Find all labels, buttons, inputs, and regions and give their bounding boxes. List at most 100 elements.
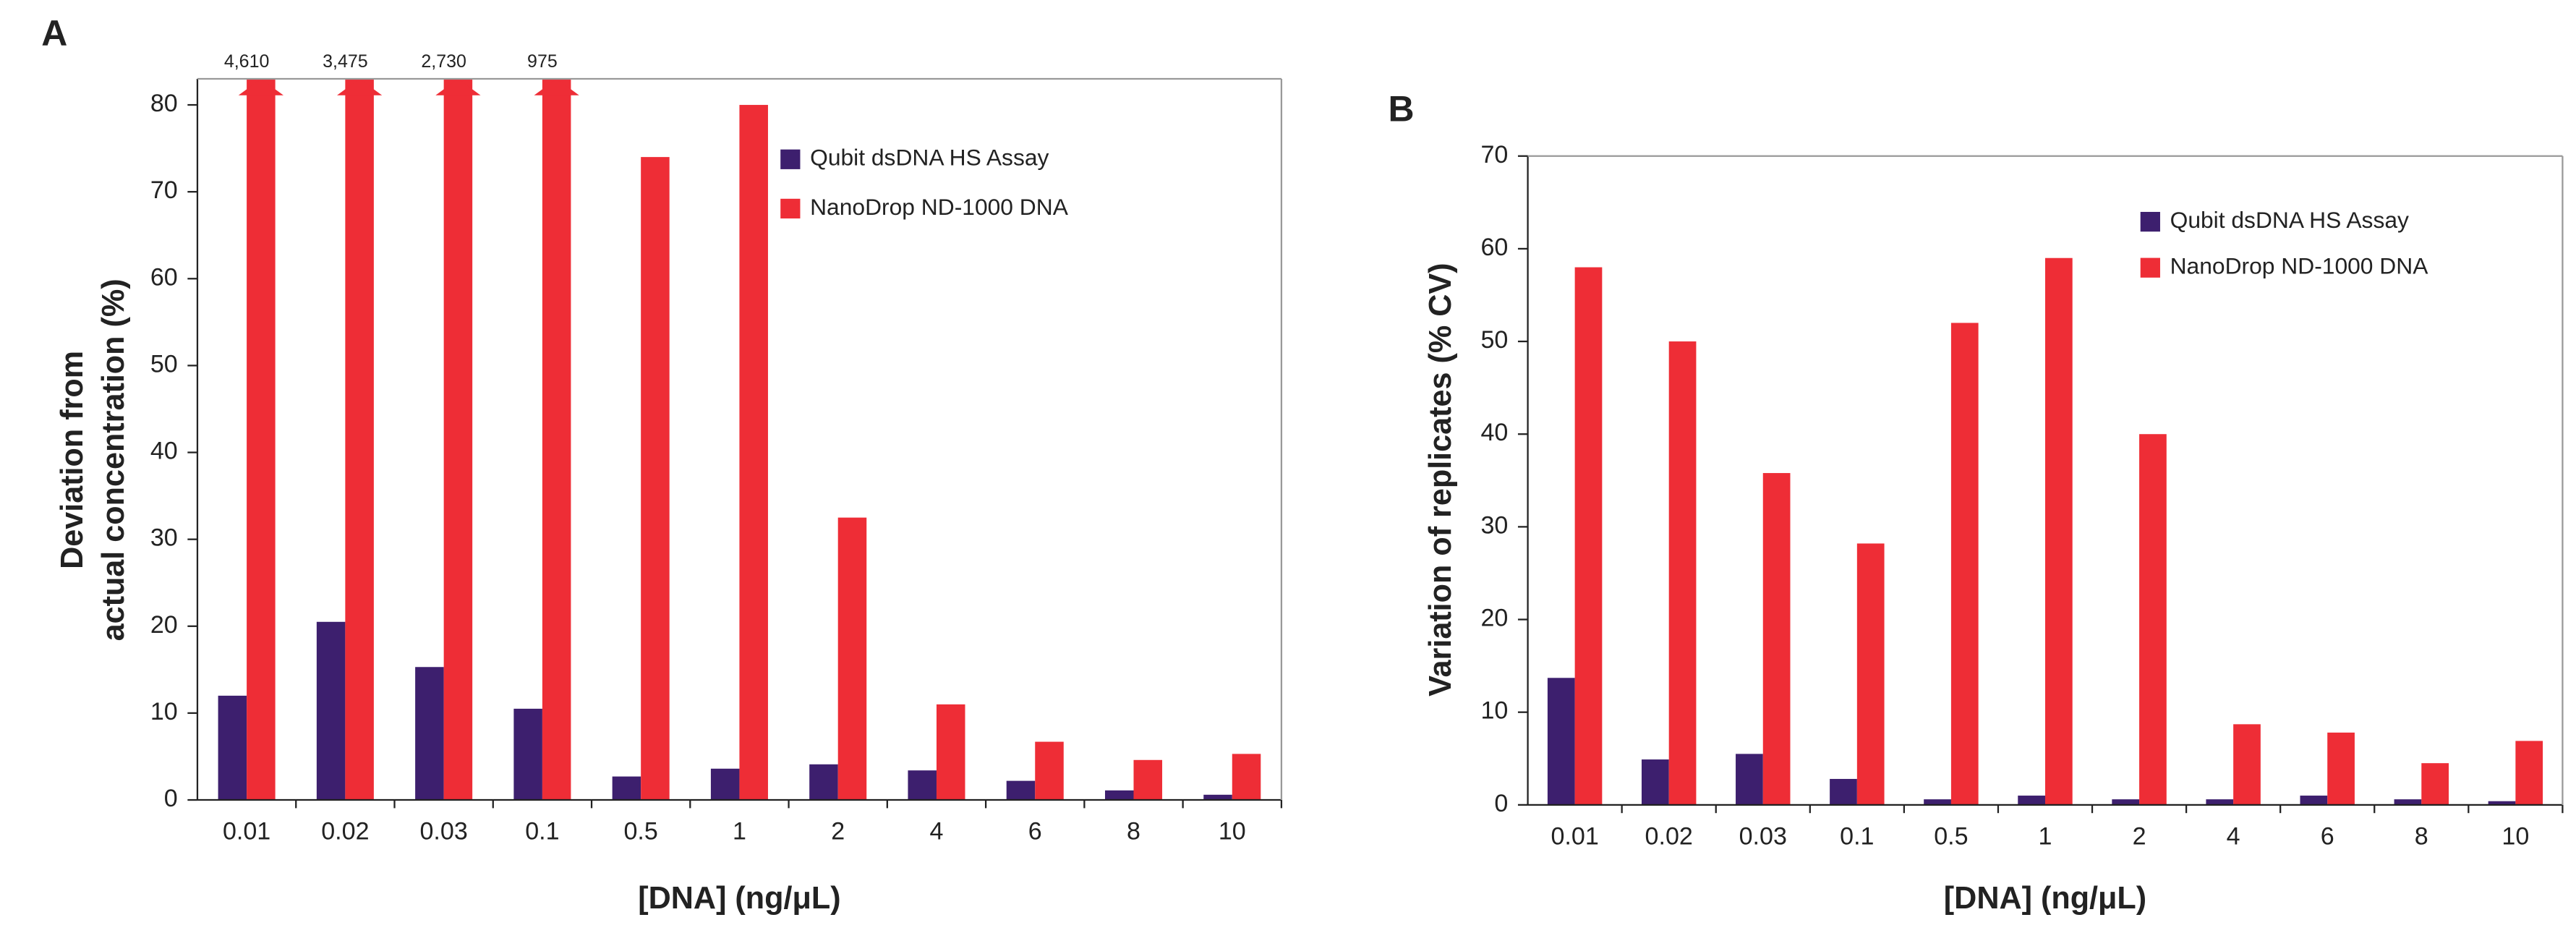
y-tick-label: 60 xyxy=(1480,234,1508,261)
bar xyxy=(1950,323,1979,805)
bar xyxy=(1924,799,1951,805)
bar xyxy=(1203,794,1232,801)
legend-label: Qubit dsDNA HS Assay xyxy=(810,145,1049,171)
bar xyxy=(316,621,346,801)
x-axis-label: [DNA] (ng/μL) xyxy=(638,881,840,916)
x-tick-label: 1 xyxy=(2039,822,2052,850)
bar xyxy=(1035,741,1064,801)
bar xyxy=(2233,724,2261,805)
bar xyxy=(809,764,838,801)
legend-label: NanoDrop ND-1000 DNA xyxy=(810,194,1069,220)
bar xyxy=(1641,759,1669,805)
bar xyxy=(218,695,247,801)
bar xyxy=(247,79,276,801)
x-tick-label: 0.03 xyxy=(1739,822,1787,850)
bar xyxy=(2044,257,2073,805)
bar xyxy=(513,708,542,801)
x-tick-label: 4 xyxy=(930,817,944,845)
bar xyxy=(710,768,740,801)
bar xyxy=(2488,801,2516,805)
overflow-arrow xyxy=(238,79,283,95)
legend-label: Qubit dsDNA HS Assay xyxy=(2170,207,2409,233)
bar xyxy=(2327,732,2355,805)
bar xyxy=(2112,799,2140,805)
value-label: 975 xyxy=(527,51,558,72)
x-tick-label: 2 xyxy=(2133,822,2146,850)
bar xyxy=(837,517,867,801)
bar xyxy=(1736,754,1763,805)
x-tick-label: 0.01 xyxy=(1551,822,1598,850)
overflow-arrow xyxy=(435,79,481,95)
x-tick-label: 4 xyxy=(2227,822,2240,850)
x-tick-label: 0.01 xyxy=(223,817,270,845)
x-axis-label: [DNA] (ng/μL) xyxy=(1944,881,2146,916)
y-tick-label: 10 xyxy=(150,698,178,725)
y-tick-label: 70 xyxy=(150,176,178,204)
y-tick-label: 10 xyxy=(1480,697,1508,725)
y-tick-label: 30 xyxy=(150,524,178,552)
overflow-arrow xyxy=(534,79,579,95)
bar xyxy=(1668,341,1697,805)
bar xyxy=(1232,754,1261,801)
bar xyxy=(936,704,965,801)
x-tick-label: 6 xyxy=(2321,822,2334,850)
bar xyxy=(1006,780,1036,801)
x-tick-label: 0.02 xyxy=(321,817,369,845)
y-tick-label: 20 xyxy=(1480,605,1508,632)
value-label: 2,730 xyxy=(421,51,466,72)
x-tick-label: 0.02 xyxy=(1645,822,1693,850)
x-tick-label: 0.5 xyxy=(624,817,658,845)
y-tick-label: 30 xyxy=(1480,511,1508,539)
x-tick-label: 8 xyxy=(1127,817,1140,845)
bar xyxy=(1104,790,1134,801)
bar xyxy=(1856,543,1885,805)
bar xyxy=(1762,473,1791,805)
bar xyxy=(1547,678,1575,805)
y-tick-label: 0 xyxy=(164,785,178,812)
x-tick-label: 10 xyxy=(2502,822,2529,850)
x-tick-label: 6 xyxy=(1028,817,1042,845)
x-tick-label: 0.1 xyxy=(525,817,559,845)
y-axis-label: actual concentration (%) xyxy=(96,278,131,641)
bar xyxy=(1133,759,1163,801)
bar xyxy=(908,770,937,801)
bar xyxy=(739,105,768,801)
value-label: 3,475 xyxy=(323,51,367,72)
y-axis-label: Deviation from xyxy=(55,351,90,569)
y-tick-label: 0 xyxy=(1494,790,1508,817)
x-tick-label: 2 xyxy=(831,817,845,845)
bar xyxy=(415,667,444,801)
legend-swatch xyxy=(2140,257,2160,278)
x-tick-label: 10 xyxy=(1219,817,1246,845)
bar xyxy=(2515,741,2543,805)
panel-label: A xyxy=(41,13,67,54)
bar xyxy=(443,79,473,801)
y-tick-label: 50 xyxy=(1480,326,1508,354)
bar xyxy=(612,776,641,801)
bar xyxy=(542,79,571,801)
x-tick-label: 0.1 xyxy=(1840,822,1874,850)
y-tick-label: 50 xyxy=(150,350,178,378)
bar xyxy=(641,157,670,801)
y-tick-label: 20 xyxy=(150,611,178,639)
legend-swatch xyxy=(780,198,801,219)
bar xyxy=(2018,796,2045,805)
y-tick-label: 60 xyxy=(150,263,178,291)
y-tick-label: 40 xyxy=(150,438,178,465)
x-tick-label: 0.03 xyxy=(420,817,468,845)
bar xyxy=(1830,778,1857,805)
y-axis-label: Variation of replicates (% CV) xyxy=(1423,263,1458,696)
bar xyxy=(2394,799,2422,805)
y-tick-label: 80 xyxy=(150,90,178,117)
bar xyxy=(345,79,374,801)
legend-swatch xyxy=(780,149,801,169)
y-tick-label: 70 xyxy=(1480,141,1508,169)
y-tick-label: 40 xyxy=(1480,419,1508,446)
bar xyxy=(2206,799,2234,805)
panel-label: B xyxy=(1389,89,1415,129)
bar xyxy=(2300,796,2328,805)
value-label: 4,610 xyxy=(224,51,269,72)
bar xyxy=(1574,267,1603,805)
x-tick-label: 8 xyxy=(2415,822,2428,850)
